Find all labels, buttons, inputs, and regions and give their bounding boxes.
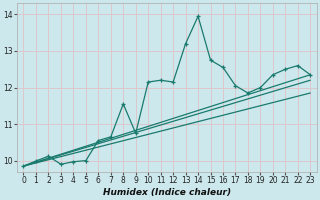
X-axis label: Humidex (Indice chaleur): Humidex (Indice chaleur)	[103, 188, 231, 197]
